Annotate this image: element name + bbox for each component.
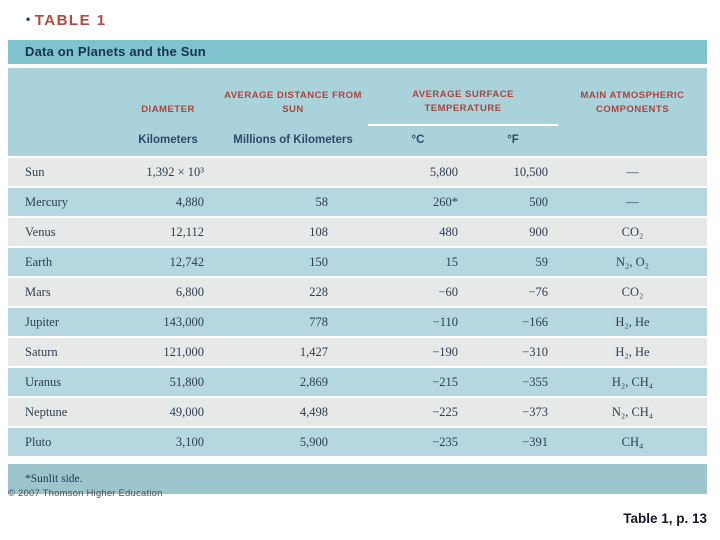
sub-header-millions-km: Millions of Kilometers xyxy=(218,125,368,157)
cell-temp-f: −373 xyxy=(468,397,558,427)
cell-planet-name: Mars xyxy=(8,277,118,307)
cell-planet-name: Neptune xyxy=(8,397,118,427)
cell-planet-name: Uranus xyxy=(8,367,118,397)
group-header-distance: AVERAGE DISTANCE FROM SUN xyxy=(218,68,368,125)
sub-header-fahrenheit: °F xyxy=(468,125,558,157)
table-row: Saturn 121,000 1,427 −190 −310 H₂, He xyxy=(8,337,707,367)
cell-diameter: 121,000 xyxy=(118,337,218,367)
cell-temp-c: −190 xyxy=(368,337,468,367)
cell-temp-f: −166 xyxy=(468,307,558,337)
cell-diameter: 49,000 xyxy=(118,397,218,427)
sub-header-celsius: °C xyxy=(368,125,468,157)
cell-temp-f: 900 xyxy=(468,217,558,247)
cell-atmosphere: H₂, CH₄ xyxy=(558,367,707,397)
cell-distance xyxy=(218,157,368,187)
cell-diameter: 143,000 xyxy=(118,307,218,337)
cell-atmosphere: CO₂ xyxy=(558,217,707,247)
cell-diameter: 1,392 × 10³ xyxy=(118,157,218,187)
cell-diameter: 3,100 xyxy=(118,427,218,456)
table-row: Uranus 51,800 2,869 −215 −355 H₂, CH₄ xyxy=(8,367,707,397)
cell-atmosphere: H₂, He xyxy=(558,307,707,337)
table-row: Mars 6,800 228 −60 −76 CO₂ xyxy=(8,277,707,307)
cell-planet-name: Mercury xyxy=(8,187,118,217)
cell-temp-c: −215 xyxy=(368,367,468,397)
cell-diameter: 12,112 xyxy=(118,217,218,247)
cell-temp-c: 5,800 xyxy=(368,157,468,187)
table-row: Earth 12,742 150 15 59 N₂, O₂ xyxy=(8,247,707,277)
bullet-icon: • xyxy=(26,12,32,26)
cell-temp-c: −225 xyxy=(368,397,468,427)
cell-distance: 2,869 xyxy=(218,367,368,397)
cell-atmosphere: — xyxy=(558,157,707,187)
cell-temp-f: −76 xyxy=(468,277,558,307)
cell-temp-f: 59 xyxy=(468,247,558,277)
cell-diameter: 6,800 xyxy=(118,277,218,307)
cell-distance: 228 xyxy=(218,277,368,307)
cell-atmosphere: — xyxy=(558,187,707,217)
cell-planet-name: Jupiter xyxy=(8,307,118,337)
table-row: Jupiter 143,000 778 −110 −166 H₂, He xyxy=(8,307,707,337)
table-row: Venus 12,112 108 480 900 CO₂ xyxy=(8,217,707,247)
cell-temp-c: −235 xyxy=(368,427,468,456)
group-header-diameter: DIAMETER xyxy=(118,68,218,125)
cell-diameter: 4,880 xyxy=(118,187,218,217)
table-row: Pluto 3,100 5,900 −235 −391 CH₄ xyxy=(8,427,707,456)
data-table-block: Data on Planets and the Sun DIAMETER AVE… xyxy=(8,40,707,494)
table-row: Neptune 49,000 4,498 −225 −373 N₂, CH₄ xyxy=(8,397,707,427)
copyright-line: © 2007 Thomson Higher Education xyxy=(8,488,163,499)
cell-temp-c: 480 xyxy=(368,217,468,247)
cell-atmosphere: CH₄ xyxy=(558,427,707,456)
table-title-bar: Data on Planets and the Sun xyxy=(8,40,707,64)
cell-temp-f: 10,500 xyxy=(468,157,558,187)
cell-temp-f: 500 xyxy=(468,187,558,217)
table-row: Mercury 4,880 58 260* 500 — xyxy=(8,187,707,217)
cell-planet-name: Saturn xyxy=(8,337,118,367)
group-header-blank xyxy=(8,68,118,125)
cell-atmosphere: CO₂ xyxy=(558,277,707,307)
group-header-row: DIAMETER AVERAGE DISTANCE FROM SUN AVERA… xyxy=(8,68,707,126)
table-tag-label: TABLE 1 xyxy=(34,12,107,29)
group-header-atmosphere: MAIN ATMOSPHERIC COMPONENTS xyxy=(558,68,707,125)
sub-header-blank xyxy=(8,125,118,157)
cell-temp-c: 260* xyxy=(368,187,468,217)
cell-distance: 5,900 xyxy=(218,427,368,456)
table-tag: • TABLE 1 xyxy=(26,12,107,29)
cell-temp-c: 15 xyxy=(368,247,468,277)
cell-atmosphere: H₂, He xyxy=(558,337,707,367)
cell-distance: 108 xyxy=(218,217,368,247)
cell-planet-name: Pluto xyxy=(8,427,118,456)
cell-planet-name: Venus xyxy=(8,217,118,247)
cell-distance: 4,498 xyxy=(218,397,368,427)
sub-header-row: Kilometers Millions of Kilometers °C °F xyxy=(8,125,707,157)
table-row: Sun 1,392 × 10³ 5,800 10,500 — xyxy=(8,157,707,187)
planets-table: DIAMETER AVERAGE DISTANCE FROM SUN AVERA… xyxy=(8,68,707,456)
cell-distance: 150 xyxy=(218,247,368,277)
cell-temp-c: −110 xyxy=(368,307,468,337)
group-header-temperature: AVERAGE SURFACE TEMPERATURE xyxy=(368,68,558,126)
cell-temp-f: −310 xyxy=(468,337,558,367)
cell-temp-c: −60 xyxy=(368,277,468,307)
cell-diameter: 51,800 xyxy=(118,367,218,397)
cell-distance: 1,427 xyxy=(218,337,368,367)
table-footnote: *Sunlit side. xyxy=(8,464,707,494)
cell-temp-f: −355 xyxy=(468,367,558,397)
cell-temp-f: −391 xyxy=(468,427,558,456)
cell-planet-name: Earth xyxy=(8,247,118,277)
cell-diameter: 12,742 xyxy=(118,247,218,277)
sub-header-kilometers: Kilometers xyxy=(118,125,218,157)
page-caption: Table 1, p. 13 xyxy=(623,511,707,526)
cell-distance: 778 xyxy=(218,307,368,337)
sub-header-blank-atm xyxy=(558,125,707,157)
cell-atmosphere: N₂, CH₄ xyxy=(558,397,707,427)
cell-planet-name: Sun xyxy=(8,157,118,187)
cell-atmosphere: N₂, O₂ xyxy=(558,247,707,277)
cell-distance: 58 xyxy=(218,187,368,217)
